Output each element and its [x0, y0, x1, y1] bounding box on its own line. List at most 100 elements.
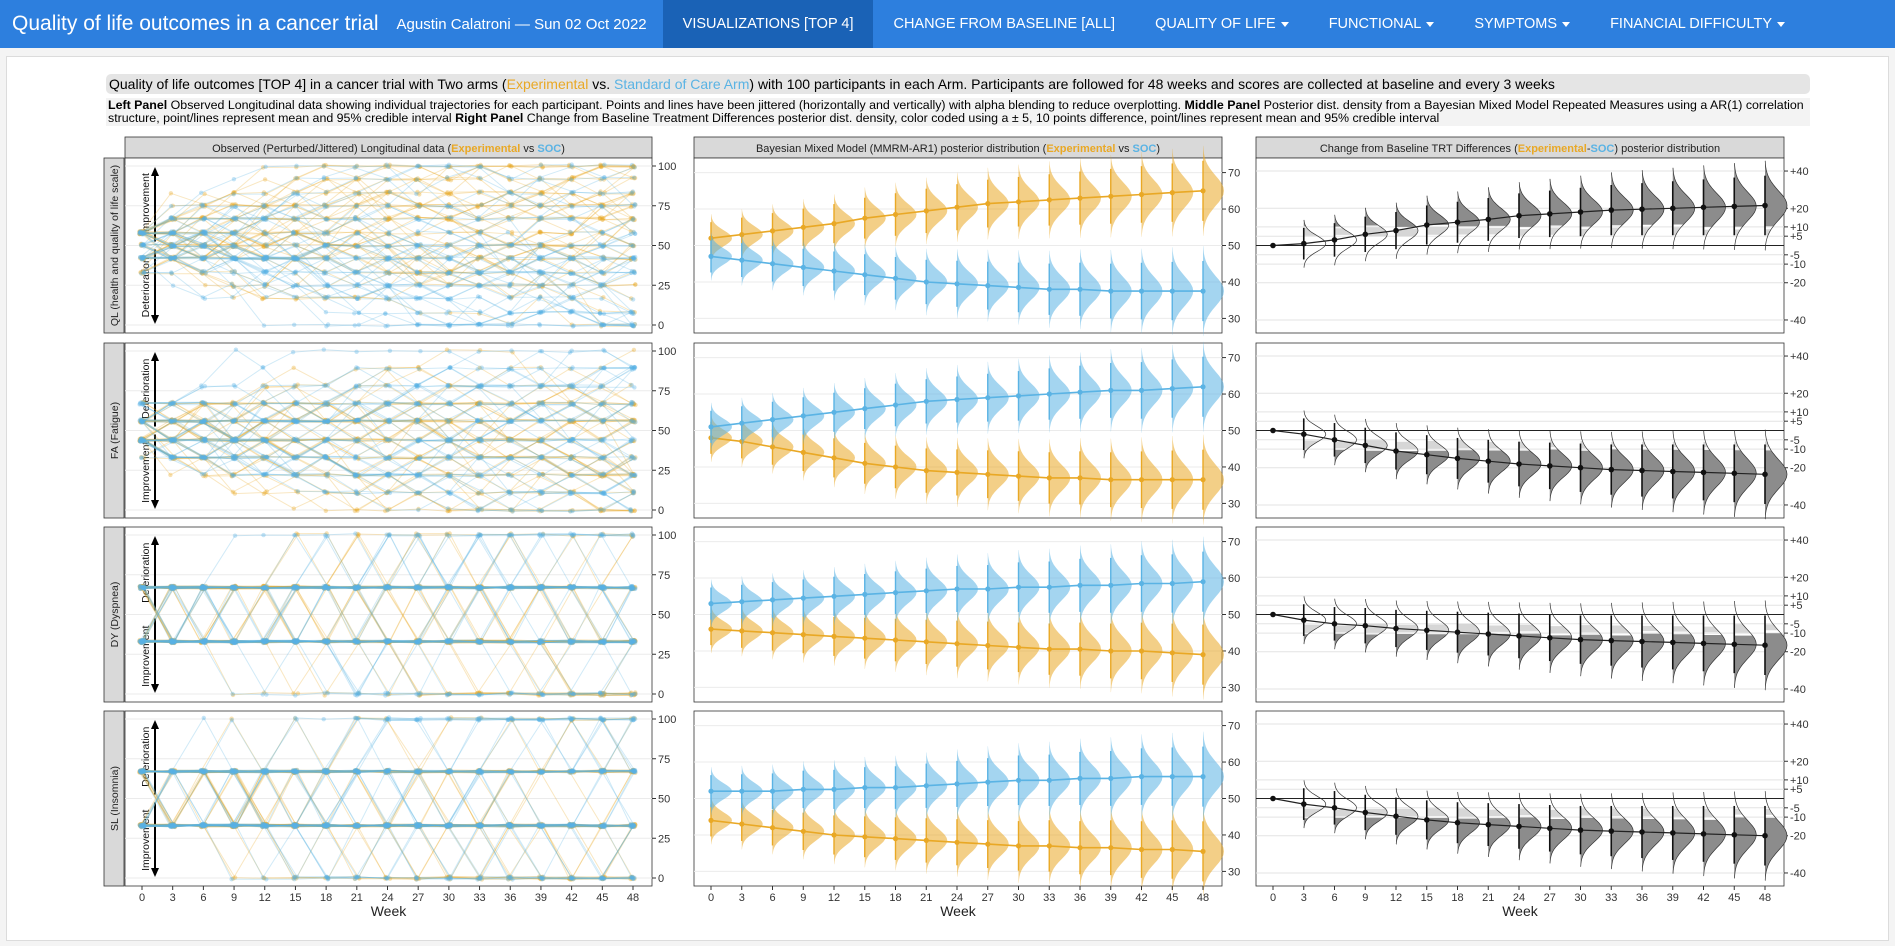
desc-right-label: Right Panel [455, 111, 524, 125]
observed-point [291, 294, 297, 300]
observed-point [140, 232, 145, 237]
posterior-mean-point [1077, 286, 1083, 292]
observed-point [476, 204, 481, 209]
observed-point [325, 243, 330, 248]
nav-symptoms-dropdown[interactable]: SYMPTOMS [1454, 0, 1590, 48]
observed-point [294, 165, 299, 170]
observed-point [569, 308, 574, 314]
observed-point [261, 243, 266, 248]
observed-point [292, 383, 297, 388]
posterior-mean-point [1200, 477, 1206, 483]
observed-point [540, 256, 546, 262]
caret-down-icon [1777, 21, 1785, 27]
y-tick-label: -40 [1790, 315, 1806, 327]
observed-point [231, 284, 237, 289]
observed-point [321, 164, 327, 169]
nav-change-from-baseline-all[interactable]: CHANGE FROM BASELINE [ALL] [873, 0, 1135, 48]
difference-mean-point [1577, 209, 1584, 215]
observed-point [631, 164, 636, 169]
observed-point [413, 383, 419, 388]
observed-point [508, 241, 514, 247]
info-experimental-label: Experimental [506, 76, 589, 92]
observed-point [323, 229, 328, 234]
app-title[interactable]: Quality of life outcomes in a cancer tri… [12, 12, 379, 35]
y-tick-label: 50 [658, 241, 670, 253]
difference-mean-point [1547, 463, 1553, 469]
observed-point [479, 255, 484, 260]
observed-point [202, 215, 207, 221]
observed-point [324, 215, 330, 221]
posterior-mean-point [831, 409, 837, 415]
y-tick-label: 30 [1228, 498, 1240, 510]
posterior-mean-point [892, 211, 899, 218]
posterior-mean-point [1138, 191, 1145, 198]
observed-point [630, 297, 636, 302]
observed-point [233, 244, 238, 250]
observed-point [448, 269, 454, 274]
observed-point [632, 164, 637, 170]
posterior-mean-point [954, 396, 960, 403]
trajectory-line [139, 164, 634, 232]
observed-point [571, 203, 576, 208]
observed-point [415, 419, 421, 424]
observed-point [507, 163, 512, 168]
observed-trajectories [137, 162, 638, 329]
observed-point [479, 242, 484, 248]
trajectory-line [141, 218, 631, 261]
observed-point [295, 489, 301, 494]
observed-point [140, 229, 145, 234]
observed-point [383, 324, 388, 329]
observed-point [416, 230, 421, 236]
observed-point [170, 283, 176, 288]
observed-point [449, 215, 454, 220]
trajectory-line [139, 190, 634, 235]
difference-mean-point [1424, 451, 1430, 458]
nav-quality-of-life-dropdown[interactable]: QUALITY OF LIFE [1135, 0, 1309, 48]
observed-point [568, 509, 573, 514]
observed-point [262, 295, 267, 301]
observed-point [170, 244, 175, 249]
observed-point [293, 217, 298, 222]
observed-point [323, 508, 328, 513]
observed-point [414, 177, 420, 182]
observed-point [323, 310, 329, 315]
observed-point [231, 192, 236, 197]
observed-point [567, 176, 572, 182]
column-title: Observed (Perturbed/Jittered) Longitudin… [212, 143, 565, 155]
observed-point [169, 438, 175, 443]
nav-functional-dropdown[interactable]: FUNCTIONAL [1309, 0, 1455, 48]
nav-financial-difficulty-dropdown[interactable]: FINANCIAL DIFFICULTY [1590, 0, 1805, 48]
observed-point [232, 216, 237, 221]
observed-point [479, 453, 484, 459]
direction-label-up: Improvement [140, 173, 152, 234]
observed-point [262, 284, 267, 289]
observed-point [199, 215, 204, 221]
trajectory-line [141, 217, 636, 261]
observed-point [418, 242, 423, 248]
difference-mean-point [1485, 216, 1492, 223]
observed-point [539, 257, 544, 262]
observed-point [598, 471, 603, 476]
observed-point [445, 164, 451, 169]
arrow-down-icon [151, 315, 159, 324]
column-title-part: Bayesian Mixed Model (MMRM-AR1) posterio… [756, 143, 1047, 155]
y-tick-label: -20 [1790, 463, 1806, 475]
observed-point [567, 491, 573, 497]
observed-point [171, 215, 176, 221]
posterior-mean-point [831, 268, 837, 274]
observed-point [233, 384, 238, 389]
observed-point [536, 365, 541, 371]
observed-point [353, 165, 358, 170]
observed-point [445, 204, 450, 210]
observed-point [507, 489, 512, 494]
nav-visualizations-top4[interactable]: VISUALIZATIONS [TOP 4] [662, 0, 874, 48]
observed-point [264, 294, 269, 300]
observed-point [475, 367, 480, 372]
observed-point [509, 202, 515, 207]
observed-point [602, 455, 607, 460]
difference-mean-point [1454, 219, 1461, 225]
observed-point [138, 231, 144, 236]
posterior-mean-point [800, 264, 806, 270]
posterior-mean-point [954, 281, 960, 287]
observed-point [203, 244, 208, 249]
